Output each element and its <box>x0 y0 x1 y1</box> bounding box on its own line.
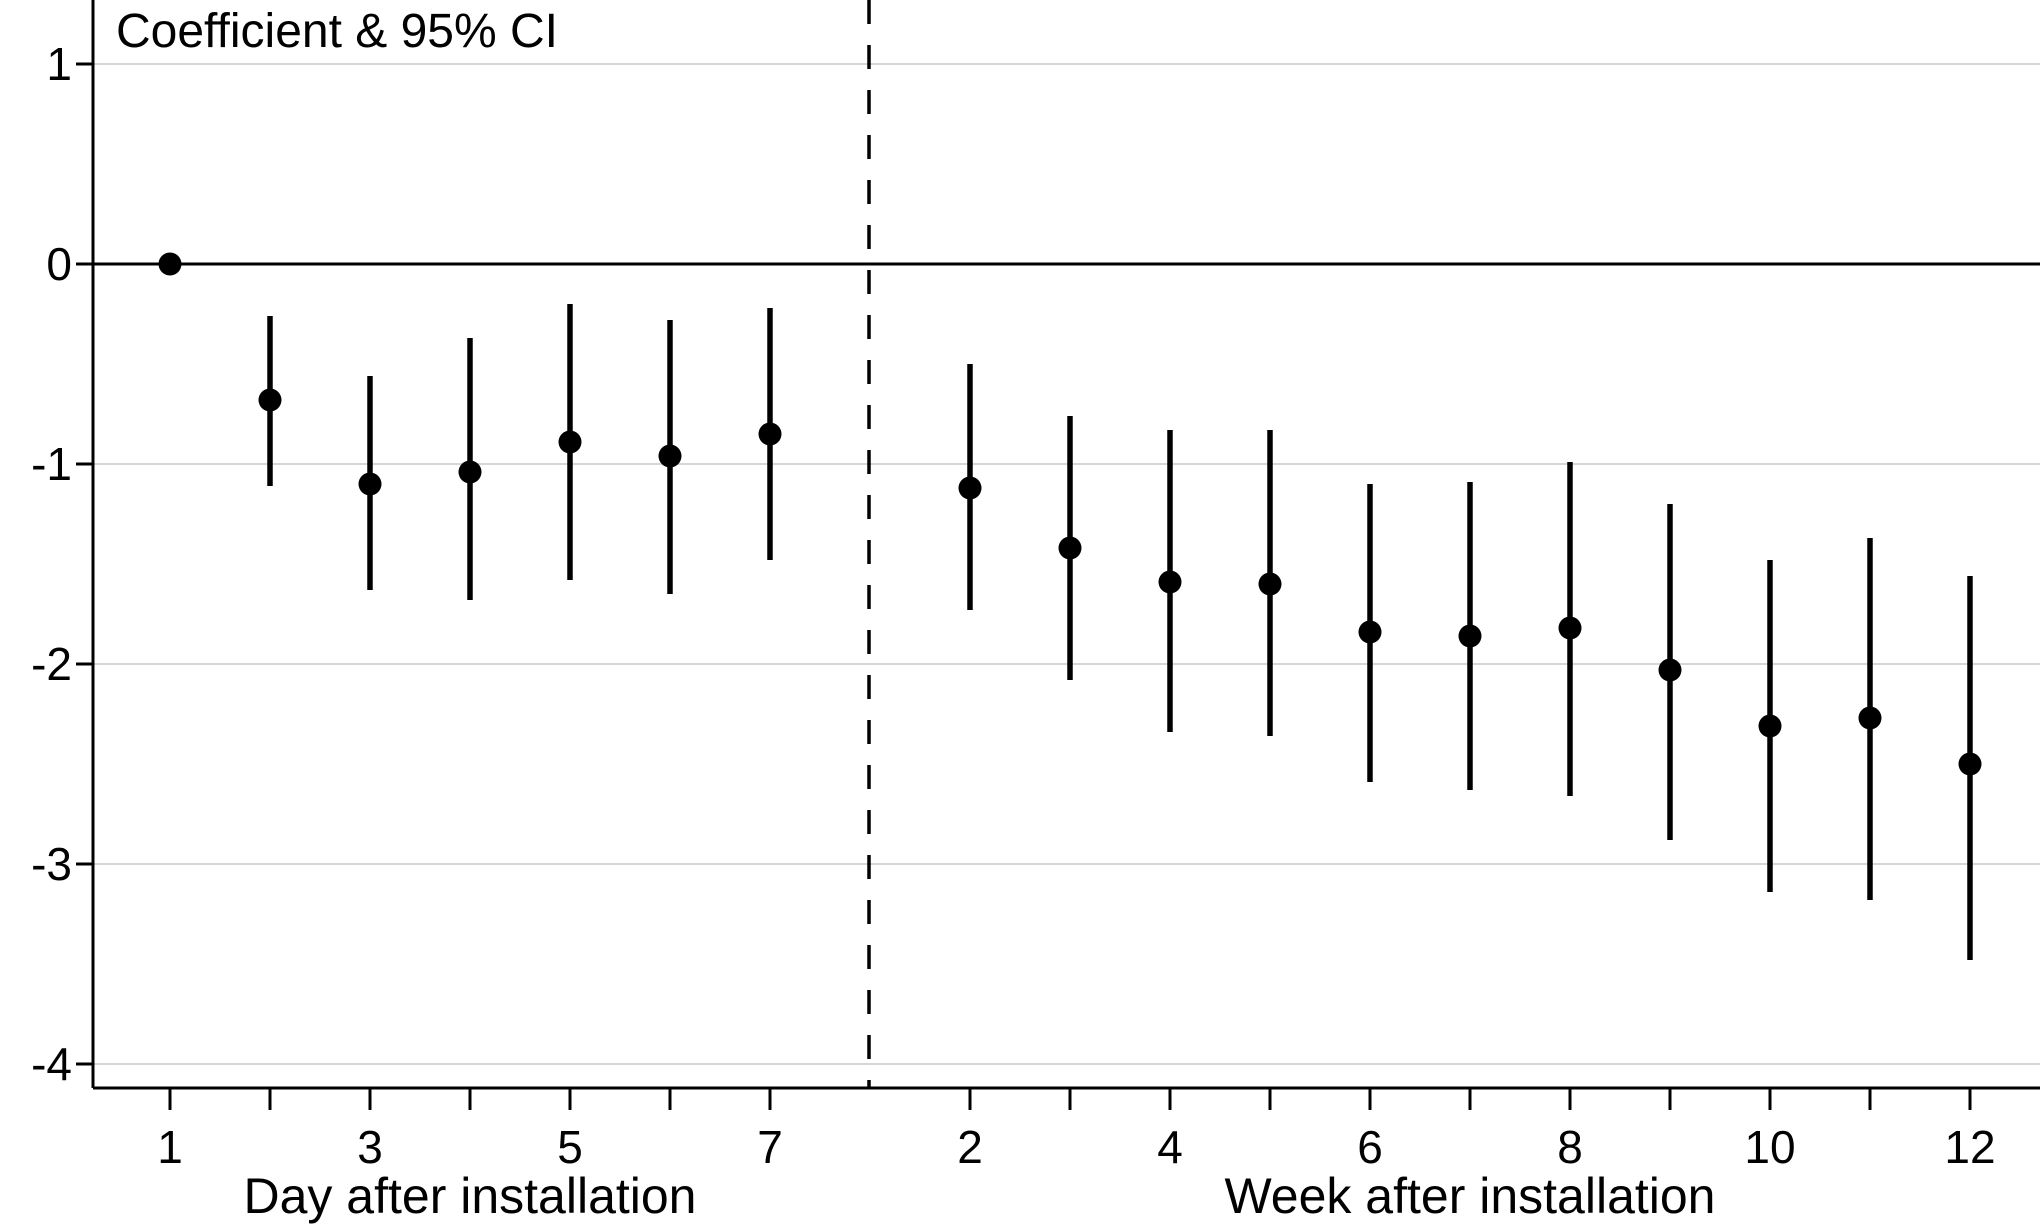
y-tick-label: 0 <box>46 238 72 290</box>
coefficient-point <box>1258 572 1282 596</box>
x-tick-label: 7 <box>757 1121 783 1173</box>
coefficient-point <box>1958 752 1982 776</box>
coefficient-point <box>158 252 182 276</box>
coefficient-point <box>1558 616 1582 640</box>
coefficient-point <box>758 422 782 446</box>
coefficient-point <box>358 472 382 496</box>
chart-title: Coefficient & 95% CI <box>116 5 558 58</box>
y-tick-label: -1 <box>31 438 72 490</box>
coefficient-point <box>1158 570 1182 594</box>
coefficient-point <box>658 444 682 468</box>
x-tick-label: 2 <box>957 1121 983 1173</box>
grid-layer <box>93 63 2040 1065</box>
x-tick-label: 8 <box>1557 1121 1583 1173</box>
coefficient-point <box>258 388 282 412</box>
coefficient-point <box>958 476 982 500</box>
x-tick-label: 3 <box>357 1121 383 1173</box>
x-tick-label: 5 <box>557 1121 583 1173</box>
coefficient-point <box>458 460 482 484</box>
coefficient-point <box>1058 536 1082 560</box>
x-tick-label: 4 <box>1157 1121 1183 1173</box>
y-tick-label: -4 <box>31 1038 72 1090</box>
axis-layer: 10-1-2-3-41 3 5 7 2 4 6 8 10 12 <box>31 0 2040 1173</box>
x-tick-label: 6 <box>1357 1121 1383 1173</box>
y-tick-label: -2 <box>31 638 72 690</box>
week-axis-title: Week after installation <box>1225 1168 1716 1224</box>
coefficient-point <box>1458 624 1482 648</box>
coefficient-point <box>1758 714 1782 738</box>
y-tick-label: 1 <box>46 38 72 90</box>
y-tick-label: -3 <box>31 838 72 890</box>
x-tick-label: 10 <box>1744 1121 1795 1173</box>
coefficient-point <box>1858 706 1882 730</box>
coefficient-point <box>558 430 582 454</box>
coefficient-point <box>1658 658 1682 682</box>
x-tick-label: 12 <box>1944 1121 1995 1173</box>
day-axis-title: Day after installation <box>243 1168 696 1224</box>
data-layer <box>158 252 1982 960</box>
x-tick-label: 1 <box>157 1121 183 1173</box>
coefficient-point <box>1358 620 1382 644</box>
